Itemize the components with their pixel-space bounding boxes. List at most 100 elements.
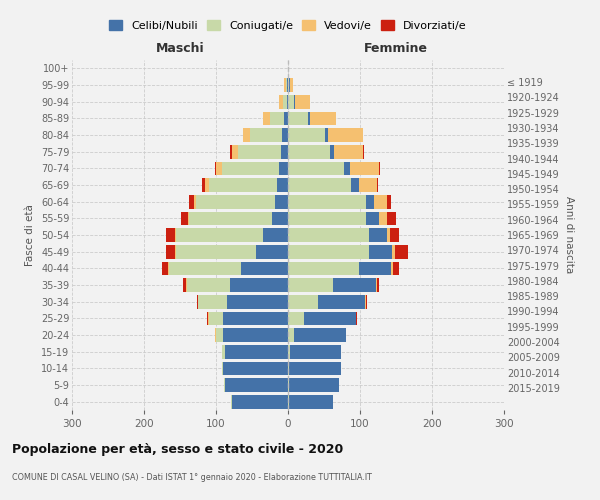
Bar	[388, 212, 396, 225]
Bar	[288, 128, 325, 142]
Bar	[374, 195, 388, 208]
Bar	[208, 312, 209, 325]
Bar	[288, 278, 332, 292]
Bar	[294, 328, 346, 342]
Bar	[231, 395, 232, 408]
Bar	[368, 228, 386, 242]
Bar	[188, 212, 190, 225]
Bar	[284, 78, 286, 92]
Bar	[328, 128, 363, 142]
Bar	[395, 245, 407, 258]
Bar	[350, 162, 379, 175]
Bar	[288, 345, 290, 358]
Y-axis label: Fasce di età: Fasce di età	[25, 204, 35, 266]
Bar	[288, 312, 304, 325]
Bar	[223, 312, 288, 325]
Bar	[290, 78, 293, 92]
Bar	[359, 262, 391, 275]
Bar	[289, 78, 290, 92]
Bar	[241, 262, 288, 275]
Bar	[356, 312, 357, 325]
Bar	[222, 362, 223, 375]
Bar	[198, 295, 227, 308]
Bar	[286, 78, 287, 92]
Bar	[190, 212, 272, 225]
Bar	[325, 128, 328, 142]
Bar	[288, 212, 366, 225]
Bar	[288, 78, 289, 92]
Bar	[290, 345, 341, 358]
Bar	[202, 178, 205, 192]
Bar	[215, 162, 216, 175]
Bar	[393, 262, 399, 275]
Bar	[175, 228, 176, 242]
Bar	[368, 245, 392, 258]
Bar	[166, 228, 175, 242]
Bar	[263, 228, 288, 242]
Bar	[363, 145, 364, 158]
Legend: Celibi/Nubili, Coniugati/e, Vedovi/e, Divorziati/e: Celibi/Nubili, Coniugati/e, Vedovi/e, Di…	[109, 20, 467, 31]
Bar	[250, 128, 282, 142]
Bar	[230, 145, 232, 158]
Bar	[294, 95, 295, 108]
Y-axis label: Anni di nascita: Anni di nascita	[563, 196, 574, 274]
Bar	[281, 145, 288, 158]
Bar	[280, 95, 283, 108]
Bar	[288, 378, 289, 392]
Bar	[166, 245, 175, 258]
Text: Maschi: Maschi	[155, 42, 205, 55]
Bar	[304, 312, 356, 325]
Bar	[205, 178, 209, 192]
Bar	[270, 112, 284, 125]
Bar	[223, 345, 224, 358]
Bar	[391, 262, 393, 275]
Bar	[216, 328, 223, 342]
Bar	[194, 195, 196, 208]
Bar	[288, 95, 294, 108]
Bar	[390, 228, 399, 242]
Bar	[288, 178, 352, 192]
Bar	[263, 112, 270, 125]
Bar	[284, 112, 288, 125]
Bar	[287, 78, 288, 92]
Bar	[168, 262, 169, 275]
Bar	[377, 178, 378, 192]
Bar	[288, 245, 368, 258]
Bar	[379, 162, 380, 175]
Bar	[288, 328, 294, 342]
Bar	[376, 278, 377, 292]
Bar	[288, 112, 308, 125]
Bar	[230, 278, 288, 292]
Bar	[176, 245, 256, 258]
Bar	[216, 162, 222, 175]
Bar	[181, 212, 188, 225]
Bar	[169, 262, 241, 275]
Bar	[223, 328, 288, 342]
Bar	[332, 278, 376, 292]
Bar	[188, 195, 194, 208]
Bar	[289, 362, 341, 375]
Bar	[288, 195, 366, 208]
Bar	[288, 228, 368, 242]
Bar	[209, 312, 223, 325]
Text: Femmine: Femmine	[364, 42, 428, 55]
Bar	[289, 395, 334, 408]
Bar	[308, 112, 310, 125]
Bar	[272, 212, 288, 225]
Bar	[224, 378, 288, 392]
Text: COMUNE DI CASAL VELINO (SA) - Dati ISTAT 1° gennaio 2020 - Elaborazione TUTTITAL: COMUNE DI CASAL VELINO (SA) - Dati ISTAT…	[12, 472, 372, 482]
Bar	[366, 295, 367, 308]
Bar	[334, 145, 363, 158]
Bar	[187, 278, 230, 292]
Bar	[175, 245, 176, 258]
Bar	[280, 162, 288, 175]
Bar	[242, 128, 250, 142]
Bar	[227, 295, 288, 308]
Bar	[388, 195, 391, 208]
Bar	[352, 178, 359, 192]
Bar	[366, 212, 379, 225]
Text: Popolazione per età, sesso e stato civile - 2020: Popolazione per età, sesso e stato civil…	[12, 442, 343, 456]
Bar	[196, 195, 275, 208]
Bar	[344, 162, 350, 175]
Bar	[288, 145, 330, 158]
